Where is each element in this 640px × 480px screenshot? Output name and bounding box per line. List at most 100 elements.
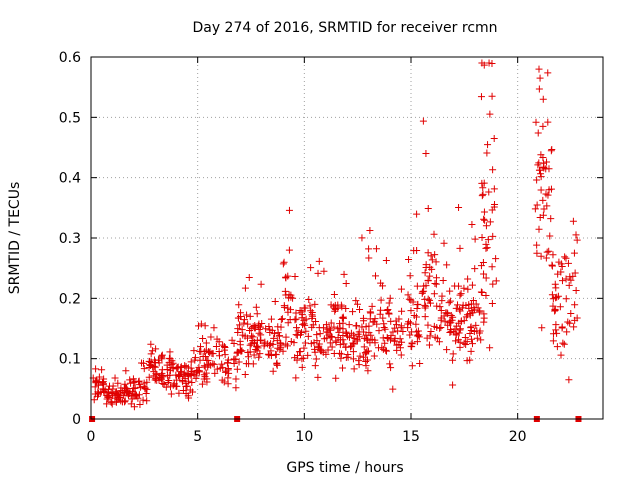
- data-point: [254, 344, 262, 352]
- data-point: [414, 300, 422, 308]
- data-point: [142, 389, 150, 397]
- data-point: [246, 341, 254, 349]
- data-point: [173, 382, 181, 390]
- data-point: [173, 364, 181, 372]
- data-point: [98, 366, 106, 374]
- data-point: [166, 348, 174, 356]
- data-point: [370, 352, 378, 360]
- data-point: [479, 184, 487, 192]
- data-point: [291, 316, 299, 324]
- data-point: [456, 244, 464, 252]
- data-point: [245, 360, 253, 368]
- data-point: [150, 372, 158, 380]
- data-point: [554, 292, 562, 300]
- data-point: [420, 287, 428, 295]
- data-point: [220, 346, 228, 354]
- data-point: [136, 383, 144, 391]
- data-point: [292, 315, 300, 323]
- data-point: [466, 311, 474, 319]
- data-point: [488, 59, 496, 67]
- data-point: [413, 210, 421, 218]
- data-point: [278, 315, 286, 323]
- data-point: [98, 379, 106, 387]
- data-point: [537, 170, 545, 178]
- data-point: [232, 384, 240, 392]
- data-point: [135, 378, 143, 386]
- data-point: [539, 196, 547, 204]
- data-point: [222, 368, 230, 376]
- data-point: [187, 372, 195, 380]
- data-point: [379, 314, 387, 322]
- data-point: [408, 362, 416, 370]
- data-point: [426, 272, 434, 280]
- data-point: [533, 201, 541, 209]
- y-tick-label: 0.1: [59, 352, 81, 368]
- data-point: [209, 360, 217, 368]
- data-point: [489, 232, 497, 240]
- data-point: [345, 321, 353, 329]
- data-point: [355, 357, 363, 365]
- data-point: [311, 348, 319, 356]
- data-point: [431, 280, 439, 288]
- x-tick-label: 10: [295, 429, 313, 445]
- data-point: [127, 400, 135, 408]
- data-point: [456, 338, 464, 346]
- data-point: [383, 347, 391, 355]
- data-point: [330, 323, 338, 331]
- data-point: [292, 331, 300, 339]
- data-point: [553, 343, 561, 351]
- data-point: [451, 282, 459, 290]
- data-point: [432, 280, 440, 288]
- data-point: [285, 246, 293, 254]
- data-point: [195, 363, 203, 371]
- data-point: [241, 284, 249, 292]
- data-point: [177, 363, 185, 371]
- data-point: [547, 185, 555, 193]
- data-point: [195, 367, 203, 375]
- data-point: [482, 244, 490, 252]
- data-point: [204, 363, 212, 371]
- data-point: [424, 205, 432, 213]
- data-point: [332, 337, 340, 345]
- data-point: [571, 301, 579, 309]
- data-point: [311, 300, 319, 308]
- data-point: [187, 358, 195, 366]
- data-point: [370, 318, 378, 326]
- data-point: [306, 302, 314, 310]
- data-point: [145, 363, 153, 371]
- data-point: [424, 321, 432, 329]
- data-point: [548, 261, 556, 269]
- data-point: [492, 277, 500, 285]
- data-point: [262, 325, 270, 333]
- data-point: [455, 329, 463, 337]
- data-point: [387, 364, 395, 372]
- data-point: [421, 301, 429, 309]
- data-point: [471, 265, 479, 273]
- data-point: [427, 252, 435, 260]
- data-point: [314, 269, 322, 277]
- data-point: [312, 317, 320, 325]
- data-point: [273, 361, 281, 369]
- data-point: [490, 134, 498, 142]
- x-axis-label: GPS time / hours: [286, 460, 403, 476]
- data-point: [197, 343, 205, 351]
- data-point: [535, 225, 543, 233]
- data-point: [219, 364, 227, 372]
- data-point: [270, 334, 278, 342]
- data-point: [236, 341, 244, 349]
- data-point: [533, 176, 541, 184]
- data-point: [327, 319, 335, 327]
- data-point: [560, 340, 568, 348]
- data-point: [237, 309, 245, 317]
- data-point: [337, 354, 345, 362]
- data-point: [199, 334, 207, 342]
- data-point: [571, 316, 579, 324]
- data-point: [261, 340, 269, 348]
- data-point: [547, 215, 555, 223]
- data-point: [354, 300, 362, 308]
- data-point: [338, 303, 346, 311]
- data-point: [185, 394, 193, 402]
- data-point: [371, 339, 379, 347]
- data-point: [363, 335, 371, 343]
- data-point: [543, 202, 551, 210]
